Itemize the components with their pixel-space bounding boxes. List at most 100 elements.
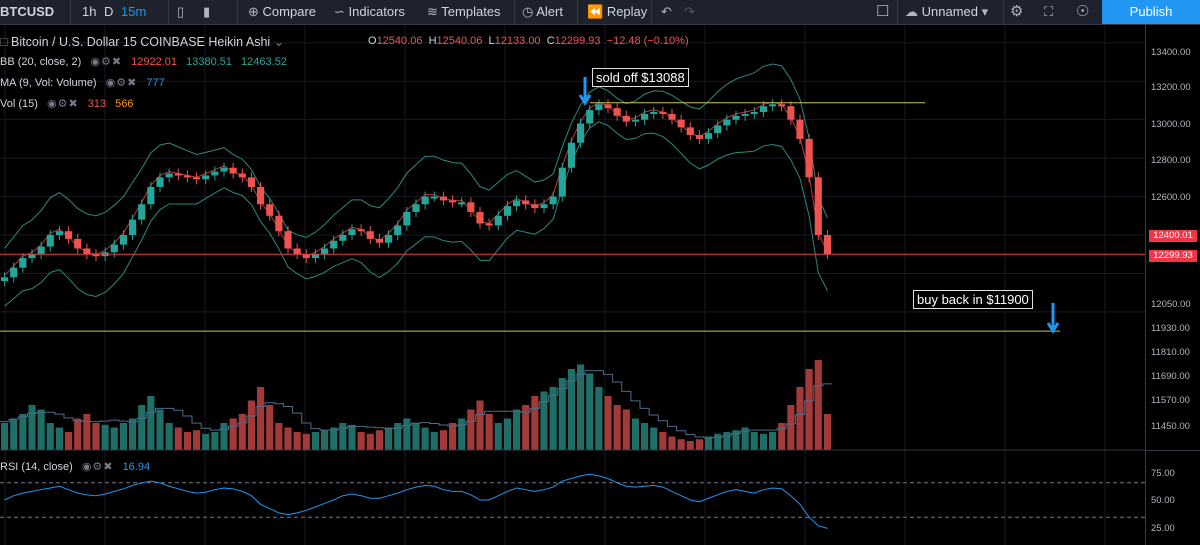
volume-bar (723, 432, 731, 450)
layout-checkbox-icon[interactable]: ☐ (876, 3, 890, 20)
symbol-search[interactable]: BTCUSD (0, 4, 55, 19)
volume-bar (202, 433, 210, 450)
rsi-value: 16.94 (122, 461, 151, 473)
candle-body (558, 167, 566, 197)
replay-label: Replay (606, 4, 648, 19)
camera-icon[interactable]: ☉ (1076, 3, 1090, 20)
volume-bar (668, 436, 676, 450)
volume-bar (302, 433, 310, 450)
high-value: 12540.06 (436, 35, 483, 47)
fullscreen-icon[interactable]: ⛶ (1044, 4, 1054, 19)
candle-body (229, 167, 237, 174)
publish-button[interactable]: Publish (1102, 0, 1200, 24)
candle-style-icon[interactable]: ▮ (203, 4, 211, 19)
chart-title-row: □ Bitcoin / U.S. Dollar 15 COINBASE Heik… (0, 34, 284, 49)
candle-body (823, 235, 831, 255)
candle-body (503, 206, 511, 216)
candle-body (83, 248, 91, 255)
indicator-controls[interactable]: ◉⚙✖ (90, 56, 123, 68)
volume-bar (650, 427, 658, 450)
volume-bar (485, 414, 493, 450)
candle-body (156, 177, 164, 187)
interval-1h[interactable]: 1h (82, 4, 97, 19)
volume-bar (631, 418, 639, 450)
interval-d[interactable]: D (104, 4, 114, 19)
candle-body (19, 258, 27, 268)
candle-body (339, 235, 347, 241)
candle-body (778, 104, 786, 107)
sold-off-annotation[interactable]: sold off $13088 (592, 68, 689, 87)
toolbar-divider (237, 0, 238, 24)
candle-body (92, 254, 100, 257)
top-toolbar: BTCUSD 1h D 15m ▯ ▮ ⊕ Compare ∽ Indicato… (0, 0, 1200, 25)
indicators-label: Indicators (348, 4, 405, 19)
volume-bar (37, 409, 45, 450)
collapse-icon[interactable]: □ (0, 35, 8, 49)
alert-button[interactable]: ◷ Alert (522, 0, 563, 24)
candle-body (129, 219, 137, 236)
bb-legend[interactable]: BB (20, close, 2) ◉⚙✖ 12922.01 13380.51 … (0, 55, 287, 68)
toolbar-divider (70, 0, 71, 24)
buy-back-annotation[interactable]: buy back in $11900 (913, 290, 1033, 309)
candle-body (421, 196, 429, 205)
volume-bar (439, 430, 447, 450)
volume-bar (732, 430, 740, 450)
price-axis[interactable]: 13400.00 13200.00 13000.00 12800.00 1260… (1145, 25, 1200, 545)
open-value: 12540.06 (376, 35, 423, 47)
volume-bar (284, 427, 292, 450)
volume-ma-line (0, 370, 832, 439)
indicators-button[interactable]: ∽ Indicators (334, 0, 405, 24)
close-value: 12299.93 (554, 35, 601, 47)
price-label: 11690.00 (1151, 371, 1190, 382)
indicator-controls[interactable]: ◉⚙✖ (46, 98, 79, 110)
layout-menu[interactable]: ☁ Unnamed ▾ (905, 0, 988, 24)
indicator-controls[interactable]: ◉⚙✖ (105, 77, 138, 89)
price-label: 11570.00 (1151, 395, 1190, 406)
candle-body (202, 175, 210, 180)
chevron-down-icon[interactable]: ⌄ (273, 35, 285, 49)
volume-bar (494, 423, 502, 450)
price-label: 12050.00 (1151, 299, 1191, 310)
pane-divider (1146, 450, 1200, 451)
gear-icon[interactable]: ⚙ (1010, 3, 1024, 20)
volume-bar (677, 439, 685, 450)
candle-body (732, 115, 740, 120)
volume-bar (531, 396, 539, 450)
compare-button[interactable]: ⊕ Compare (248, 0, 316, 24)
candle-body (1, 277, 9, 282)
volume-bar (119, 423, 127, 450)
vol-legend[interactable]: Vol (15) ◉⚙✖ 313 566 (0, 97, 134, 110)
indicator-controls[interactable]: ◉⚙✖ (81, 461, 114, 473)
rsi-axis-label: 50.00 (1151, 495, 1175, 506)
interval-15m[interactable]: 15m (121, 4, 147, 19)
chart-plot[interactable] (0, 25, 1145, 545)
price-label: 11450.00 (1151, 421, 1190, 432)
templates-icon: ≋ (427, 4, 438, 19)
bar-style-icon[interactable]: ▯ (177, 4, 185, 19)
chart-area[interactable]: □ Bitcoin / U.S. Dollar 15 COINBASE Heik… (0, 25, 1145, 545)
volume-bar (238, 414, 246, 450)
ma-legend[interactable]: MA (9, Vol: Volume) ◉⚙✖ 777 (0, 76, 165, 89)
compare-label: Compare (262, 4, 316, 19)
bb-lower-line (4, 121, 828, 307)
redo-icon[interactable]: ↷ (684, 4, 695, 19)
candle-body (119, 235, 127, 245)
toolbar-divider (1003, 0, 1004, 24)
candle-body (577, 123, 585, 143)
candle-body (476, 211, 484, 224)
templates-button[interactable]: ≋ Templates (427, 0, 501, 24)
replay-button[interactable]: ⏪ Replay (587, 0, 647, 24)
volume-bar (686, 441, 694, 450)
indicators-icon: ∽ (334, 4, 345, 19)
volume-bar (19, 414, 27, 450)
candle-body (275, 215, 283, 232)
rsi-legend[interactable]: RSI (14, close) ◉⚙✖ 16.94 (0, 460, 150, 473)
undo-icon[interactable]: ↶ (661, 4, 672, 19)
candle-body (348, 229, 356, 236)
candle-body (814, 177, 822, 236)
toolbar-divider (897, 0, 898, 24)
volume-bar (595, 387, 603, 450)
candle-body (787, 106, 795, 120)
arrow-down-icon (578, 77, 592, 106)
volume-bar (430, 432, 438, 450)
